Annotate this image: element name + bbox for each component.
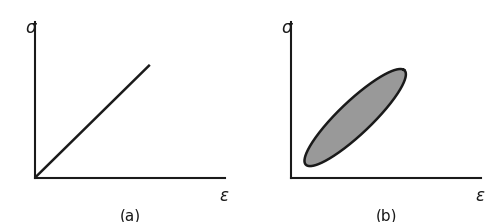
Polygon shape (305, 69, 406, 166)
Text: (b): (b) (375, 209, 397, 222)
Text: σ: σ (282, 19, 292, 37)
Text: ε: ε (476, 187, 485, 205)
Text: σ: σ (26, 19, 36, 37)
Text: (a): (a) (119, 209, 140, 222)
Text: ε: ε (219, 187, 228, 205)
